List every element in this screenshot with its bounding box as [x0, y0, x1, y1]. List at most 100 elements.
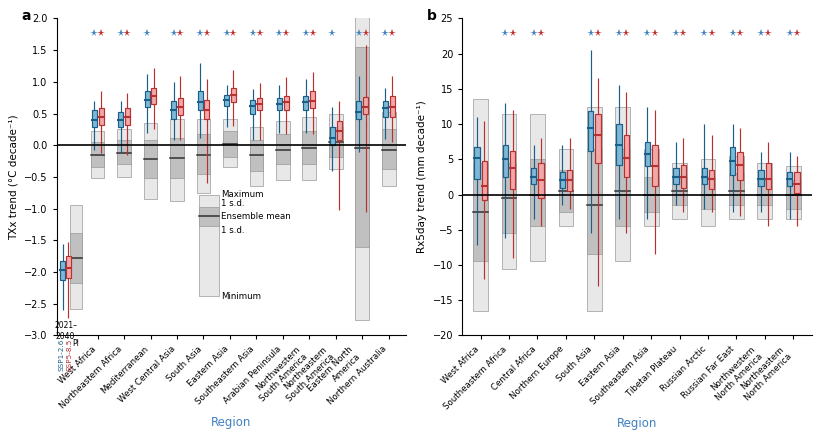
- Bar: [501, 113, 516, 268]
- Text: Maximum: Maximum: [221, 190, 264, 199]
- Bar: [118, 112, 123, 127]
- Text: 1 s.d.: 1 s.d.: [221, 199, 245, 208]
- Bar: [178, 98, 183, 115]
- Bar: [559, 172, 564, 187]
- Bar: [586, 149, 601, 254]
- Y-axis label: Rx5day trend (mm decade⁻¹): Rx5day trend (mm decade⁻¹): [417, 101, 427, 253]
- Bar: [355, 0, 369, 320]
- Bar: [651, 145, 657, 186]
- Bar: [223, 119, 237, 167]
- Bar: [328, 113, 342, 170]
- Bar: [587, 111, 593, 151]
- Bar: [231, 88, 236, 102]
- Bar: [277, 98, 282, 110]
- Bar: [60, 261, 65, 279]
- Bar: [729, 147, 735, 175]
- Bar: [481, 161, 486, 200]
- Bar: [92, 110, 97, 127]
- Bar: [171, 101, 176, 119]
- Bar: [198, 207, 219, 226]
- Bar: [529, 159, 544, 226]
- Bar: [529, 113, 544, 261]
- Text: 1 s.d.: 1 s.d.: [221, 226, 245, 235]
- Bar: [91, 131, 104, 178]
- Bar: [794, 172, 799, 193]
- Bar: [785, 180, 799, 208]
- Text: 2021–
2040: 2021– 2040: [54, 321, 77, 341]
- Bar: [124, 109, 130, 125]
- Bar: [558, 149, 572, 226]
- Bar: [699, 177, 714, 208]
- Bar: [197, 92, 202, 110]
- Bar: [502, 145, 508, 177]
- Bar: [501, 163, 516, 233]
- Bar: [389, 96, 394, 117]
- Bar: [66, 256, 71, 279]
- Bar: [363, 97, 368, 113]
- Bar: [595, 113, 600, 163]
- Bar: [566, 170, 572, 191]
- Bar: [328, 127, 342, 157]
- Bar: [249, 140, 263, 171]
- Bar: [382, 112, 396, 187]
- Bar: [643, 149, 658, 226]
- Text: Ensemble mean: Ensemble mean: [221, 212, 291, 221]
- Bar: [70, 205, 82, 309]
- Bar: [616, 124, 621, 165]
- Bar: [303, 96, 308, 110]
- Bar: [509, 151, 515, 189]
- Bar: [708, 170, 713, 189]
- Bar: [257, 98, 262, 110]
- X-axis label: Region: Region: [210, 416, 251, 429]
- Bar: [223, 131, 237, 157]
- Bar: [614, 106, 629, 261]
- Bar: [337, 121, 342, 140]
- Bar: [224, 95, 229, 106]
- Bar: [117, 140, 131, 164]
- Text: Minimum: Minimum: [221, 292, 261, 300]
- Text: SSP1-2.6: SSP1-2.6: [58, 339, 65, 371]
- Bar: [302, 117, 316, 180]
- Bar: [117, 129, 131, 177]
- Bar: [198, 195, 219, 296]
- Bar: [531, 168, 536, 184]
- Bar: [382, 101, 387, 117]
- Bar: [473, 147, 479, 179]
- Bar: [558, 170, 572, 212]
- Bar: [728, 156, 743, 219]
- Bar: [356, 101, 361, 119]
- Bar: [250, 99, 256, 113]
- Bar: [98, 109, 103, 125]
- Bar: [728, 173, 743, 205]
- Bar: [758, 170, 762, 186]
- Bar: [473, 163, 487, 261]
- Bar: [170, 138, 183, 178]
- Text: b: b: [427, 9, 437, 23]
- Text: SSP5-8.5: SSP5-8.5: [66, 339, 72, 371]
- Bar: [614, 149, 629, 226]
- Bar: [310, 92, 315, 109]
- Bar: [152, 88, 156, 104]
- Bar: [672, 163, 686, 219]
- Bar: [302, 131, 316, 164]
- Text: PI: PI: [72, 339, 79, 348]
- Bar: [382, 129, 396, 170]
- Bar: [249, 127, 263, 187]
- Bar: [680, 165, 686, 187]
- Bar: [143, 140, 157, 178]
- Bar: [736, 152, 742, 180]
- Bar: [144, 92, 149, 107]
- Bar: [329, 127, 334, 145]
- Bar: [197, 134, 210, 174]
- Bar: [70, 233, 82, 283]
- Bar: [623, 134, 628, 177]
- Y-axis label: TXx trend (°C decade⁻¹): TXx trend (°C decade⁻¹): [8, 114, 18, 240]
- Bar: [757, 163, 771, 219]
- Bar: [643, 177, 658, 212]
- Bar: [586, 106, 601, 311]
- Bar: [276, 121, 289, 180]
- Bar: [672, 177, 686, 205]
- Bar: [197, 119, 210, 193]
- Text: a: a: [21, 9, 31, 23]
- Bar: [473, 99, 487, 311]
